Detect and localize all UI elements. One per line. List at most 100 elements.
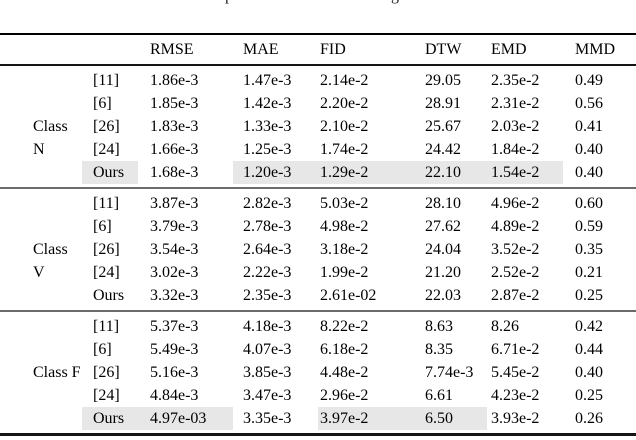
header-cell-dtw: DTW [425, 40, 462, 58]
group-separator-rule [0, 310, 636, 312]
value-cell-emd: 3.93e-2 [491, 410, 540, 427]
method-cell-citation: [26] [93, 364, 120, 381]
value-cell-mmd: 0.40 [575, 364, 603, 381]
value-cell-emd: 2.52e-2 [491, 264, 540, 281]
header-cell-fid: FID [320, 40, 346, 58]
group-class-f: Class F [11] 5.37e-3 4.18e-3 8.22e-2 8.63 8.26… [0, 312, 636, 433]
method-cell-citation: [6] [93, 95, 112, 112]
value-cell-rmse: 5.37e-3 [150, 318, 199, 335]
value-cell-rmse: 3.79e-3 [150, 218, 199, 235]
value-cell-emd: 4.96e-2 [491, 195, 540, 212]
value-cell-fid: 3.97e-2 [318, 407, 415, 430]
value-cell-mae: 1.42e-3 [243, 95, 292, 112]
class-label: Class V [33, 241, 68, 281]
value-cell-mae: 3.85e-3 [243, 364, 292, 381]
value-cell-mmd: 0.42 [575, 318, 603, 335]
caption-fragment: p [225, 0, 233, 5]
header-cell-rmse: RMSE [150, 40, 194, 58]
value-cell-rmse: 1.85e-3 [150, 95, 199, 112]
value-cell-rmse: 1.83e-3 [150, 118, 199, 135]
value-cell-mae: 1.25e-3 [243, 141, 292, 158]
table-header-rule [0, 64, 636, 66]
value-cell-emd: 4.23e-2 [491, 387, 540, 404]
value-cell-emd: 1.84e-2 [491, 141, 540, 158]
method-cell-ours: Ours [93, 287, 125, 304]
method-cell-ours: Ours [82, 407, 138, 430]
value-cell-mae: 3.35e-3 [243, 410, 292, 427]
value-cell-rmse: 5.16e-3 [150, 364, 199, 381]
value-cell-rmse: 1.86e-3 [150, 72, 199, 89]
method-cell-ours: Ours [82, 161, 138, 184]
value-cell-mmd: 0.40 [575, 164, 603, 181]
table-bottom-rule [0, 433, 636, 436]
value-cell-dtw: 24.04 [425, 241, 461, 258]
group-separator-rule [0, 187, 636, 189]
value-cell-dtw: 6.50 [415, 407, 487, 430]
value-cell-dtw: 21.20 [425, 264, 461, 281]
value-cell-dtw: 28.91 [425, 95, 461, 112]
caption-fragment: g [391, 0, 399, 5]
value-cell-mae: 4.07e-3 [243, 341, 292, 358]
value-cell-mmd: 0.60 [575, 195, 603, 212]
value-cell-fid: 1.74e-2 [320, 141, 369, 158]
value-cell-mmd: 0.25 [575, 387, 603, 404]
value-cell-rmse: 3.87e-3 [150, 195, 199, 212]
value-cell-emd: 2.31e-2 [491, 95, 540, 112]
method-cell-citation: [24] [93, 264, 120, 281]
value-cell-mmd: 0.49 [575, 72, 603, 89]
value-cell-rmse: 5.49e-3 [150, 341, 199, 358]
value-cell-dtw: 7.74e-3 [425, 364, 474, 381]
method-cell-citation: [24] [93, 141, 120, 158]
value-cell-fid: 6.18e-2 [320, 341, 369, 358]
value-cell-dtw: 22.03 [425, 287, 461, 304]
results-table: RMSE MAE FID DTW EMD MMD Class N [11] 1.86e-3 1.… [0, 33, 636, 436]
header-cell-mae: MAE [243, 40, 279, 58]
value-cell-rmse: 1.66e-3 [150, 141, 199, 158]
value-cell-fid: 2.96e-2 [320, 387, 369, 404]
value-cell-dtw: 24.42 [425, 141, 461, 158]
value-cell-dtw: 22.10 [415, 161, 487, 184]
value-cell-mmd: 0.59 [575, 218, 603, 235]
value-cell-fid: 1.29e-2 [318, 161, 415, 184]
value-cell-fid: 4.48e-2 [320, 364, 369, 381]
value-cell-emd: 2.35e-2 [491, 72, 540, 89]
value-cell-dtw: 25.67 [425, 118, 461, 135]
value-cell-mae: 1.20e-3 [233, 161, 318, 184]
value-cell-mmd: 0.26 [575, 410, 603, 427]
method-cell-citation: [6] [93, 218, 112, 235]
value-cell-rmse: 4.84e-3 [150, 387, 199, 404]
cropped-caption-fragments: pg [0, 0, 636, 5]
value-cell-mae: 3.47e-3 [243, 387, 292, 404]
class-label: Class F [33, 364, 81, 381]
header-cell-emd: EMD [491, 40, 527, 58]
value-cell-mmd: 0.44 [575, 341, 603, 358]
value-cell-fid: 2.10e-2 [320, 118, 369, 135]
value-cell-dtw: 6.61 [425, 387, 453, 404]
value-cell-mae: 4.18e-3 [243, 318, 292, 335]
value-cell-dtw: 8.63 [425, 318, 453, 335]
value-cell-fid: 8.22e-2 [320, 318, 369, 335]
value-cell-rmse: 1.68e-3 [150, 164, 199, 181]
value-cell-mmd: 0.56 [575, 95, 603, 112]
method-cell-citation: [26] [93, 118, 120, 135]
header-cell-mmd: MMD [575, 40, 616, 58]
value-cell-emd: 4.89e-2 [491, 218, 540, 235]
group-class-v: Class V [11] 3.87e-3 2.82e-3 5.03e-2 28.10 4.9… [0, 189, 636, 310]
value-cell-emd: 2.03e-2 [491, 118, 540, 135]
value-cell-emd: 5.45e-2 [491, 364, 540, 381]
value-cell-rmse: 3.02e-3 [150, 264, 199, 281]
table-top-rule [0, 33, 636, 35]
value-cell-mae: 1.47e-3 [243, 72, 292, 89]
value-cell-dtw: 27.62 [425, 218, 461, 235]
value-cell-mmd: 0.21 [575, 264, 603, 281]
value-cell-mae: 1.33e-3 [243, 118, 292, 135]
method-cell-citation: [24] [93, 387, 120, 404]
method-cell-citation: [11] [93, 318, 120, 335]
value-cell-mae: 2.82e-3 [243, 195, 292, 212]
method-cell-citation: [26] [93, 241, 120, 258]
value-cell-fid: 2.14e-2 [320, 72, 369, 89]
value-cell-fid: 1.99e-2 [320, 264, 369, 281]
value-cell-mae: 2.78e-3 [243, 218, 292, 235]
value-cell-mae: 2.35e-3 [243, 287, 292, 304]
value-cell-fid: 2.20e-2 [320, 95, 369, 112]
